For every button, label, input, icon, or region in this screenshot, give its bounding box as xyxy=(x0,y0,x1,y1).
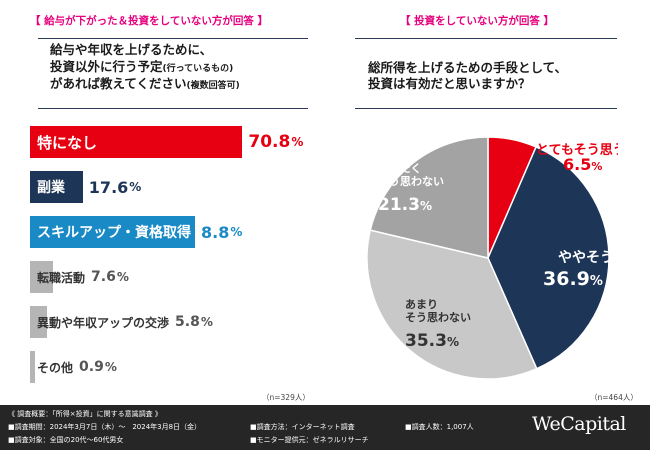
bar-category-label: 特になし xyxy=(37,133,98,152)
left-question-note-2: (複数回答可) xyxy=(186,81,240,91)
left-question-line-1: 給与や年収を上げるために、 xyxy=(50,42,213,57)
bar xyxy=(30,306,48,338)
right-question-bottom-rule xyxy=(355,108,617,109)
left-question-line-2-text: 投資以外に行う予定 xyxy=(50,59,163,74)
bar-row: 副業 17.6% xyxy=(30,171,350,203)
bar-value-number: 0.9 xyxy=(79,359,104,375)
bar-value-label: 70.8% xyxy=(248,126,303,158)
bar xyxy=(30,261,53,293)
pie-value-label: 21.3% xyxy=(378,195,432,215)
bar-value-unit: % xyxy=(129,180,142,194)
bar-value-label: 17.6% xyxy=(89,171,142,203)
bar-value-number: 17.6 xyxy=(88,177,129,197)
bar-value-label: 0.9% xyxy=(79,351,117,383)
right-panel-tag: 【 投資をしていない方が回答 】 xyxy=(400,15,554,27)
pie-category-label: まったく xyxy=(378,162,422,175)
bar-value-unit: % xyxy=(291,135,304,149)
pie-value-label: 6.5% xyxy=(563,155,602,174)
survey-period: ■調査期間：2024年3月7日（木）〜 2024年3月8日（金） xyxy=(8,423,202,431)
bar-category-label: 副業 xyxy=(37,180,65,196)
bar xyxy=(30,216,195,248)
pie-category-label: そう思わない xyxy=(378,175,444,188)
survey-provider: ■モニター提供元：ゼネラルリサーチ xyxy=(250,436,369,444)
pie-category-label: とてもそう思う xyxy=(536,143,618,158)
right-sample-note: （n=464人） xyxy=(590,393,638,402)
bar xyxy=(30,351,35,383)
bar-value-unit: % xyxy=(200,315,213,329)
bar xyxy=(30,171,83,203)
right-question-line-1: 総所得を上げるための手段として、 xyxy=(368,60,568,75)
left-question-top-rule xyxy=(38,38,308,39)
bar-category-label: スキルアップ・資格取得 xyxy=(37,225,191,241)
bar-value-label: 7.6% xyxy=(91,261,129,293)
bar-value-label: 8.8% xyxy=(201,216,242,248)
left-question-bottom-rule xyxy=(38,108,308,109)
survey-title: 《 調査概要：「所得×投資」に関する意識調査 》 xyxy=(8,410,162,418)
left-question-line-2: 投資以外に行う予定(行っているもの) xyxy=(50,59,240,76)
survey-target: ■調査対象：全国の20代〜60代男女 xyxy=(8,436,124,444)
bar-value-number: 70.8 xyxy=(248,132,291,152)
left-question-line-3-text: があれば教えてください xyxy=(50,76,187,91)
pie-category-label: あまり xyxy=(405,298,438,311)
bar xyxy=(30,126,243,158)
left-sample-note: （n=329人） xyxy=(262,393,310,402)
bar-value-unit: % xyxy=(116,270,129,284)
bar-row: その他 0.9% xyxy=(30,351,350,383)
right-question: 総所得を上げるための手段として、 投資は有効だと思いますか？ xyxy=(368,60,567,92)
bar-row: 特になし 70.8% xyxy=(30,126,350,158)
left-question-line-3: があれば教えてください(複数回答可) xyxy=(50,76,240,93)
right-question-line-2: 投資は有効だと思いますか？ xyxy=(368,76,531,91)
pie-slice xyxy=(487,145,610,370)
survey-count: ■調査人数：1,007人 xyxy=(405,423,474,431)
pie-slice xyxy=(366,229,538,380)
bar-category-label: 転職活動 xyxy=(37,270,86,285)
left-question: 給与や年収を上げるために、 投資以外に行う予定(行っているもの) があれば教えて… xyxy=(50,42,240,93)
pie-category-label: そう思わない xyxy=(405,311,471,324)
pie-value-label: 36.9% xyxy=(543,268,603,290)
left-question-note-1: (行っているもの) xyxy=(162,64,234,74)
bar-value-number: 5.8 xyxy=(175,314,200,330)
footer: 《 調査概要：「所得×投資」に関する意識調査 》 ■調査期間：2024年3月7日… xyxy=(0,405,650,450)
bar-row: 異動や年収アップの交渉 5.8% xyxy=(30,306,350,338)
pie-slice xyxy=(369,136,489,259)
bar-value-unit: % xyxy=(230,225,243,239)
bar-category-label: その他 xyxy=(37,360,74,375)
right-question-top-rule xyxy=(355,38,617,39)
bar-value-unit: % xyxy=(104,360,117,374)
pie-chart: とてもそう思う6.5%ややそう思う36.9%あまりそう思わない35.3%まったく… xyxy=(366,136,618,380)
bar-value-number: 7.6 xyxy=(91,269,116,285)
wecapital-logo: WeCapital xyxy=(532,413,626,435)
bar-row: スキルアップ・資格取得 8.8% xyxy=(30,216,350,248)
pie-category-label: ややそう思う xyxy=(558,250,618,266)
survey-method: ■調査方法：インターネット調査 xyxy=(250,423,355,431)
pie-value-label: 35.3% xyxy=(405,331,459,351)
bar-row: 転職活動 7.6% xyxy=(30,261,350,293)
bar-category-label: 異動や年収アップの交渉 xyxy=(37,315,170,330)
left-panel-tag: 【 給与が下がった＆投資をしていない方が回答 】 xyxy=(30,15,268,27)
bar-value-label: 5.8% xyxy=(175,306,213,338)
bar-value-number: 8.8 xyxy=(201,222,230,242)
